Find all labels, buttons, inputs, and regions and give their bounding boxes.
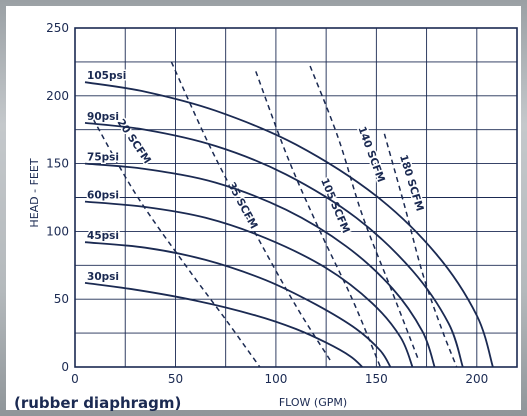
- scfm-label: 140 SCFM: [355, 125, 386, 184]
- y-tick-label: 50: [54, 292, 69, 306]
- scfm-line: [383, 133, 458, 368]
- x-axis-title: FLOW (GPM): [279, 396, 347, 409]
- psi-label: 105psi: [87, 70, 126, 82]
- y-tick-label: 0: [61, 360, 69, 374]
- scfm-label: 180 SCFM: [397, 153, 426, 212]
- y-tick-label: 200: [46, 89, 69, 103]
- chart-caption: (rubber diaphragm): [14, 394, 182, 412]
- scfm-line: [309, 65, 420, 361]
- psi-label: 60psi: [87, 190, 119, 202]
- scfm-line: [92, 118, 261, 368]
- psi-curve: [84, 81, 494, 368]
- psi-curve: [84, 241, 392, 368]
- x-tick-label: 50: [168, 372, 183, 386]
- x-tick-label: 0: [71, 372, 79, 386]
- psi-curve: [84, 282, 363, 368]
- chart-panel: [6, 6, 521, 410]
- psi-label: 75psi: [87, 152, 119, 164]
- psi-curve: [84, 162, 436, 368]
- psi-curve: [84, 122, 464, 368]
- x-tick-label: 200: [465, 372, 488, 386]
- scfm-line: [255, 71, 382, 368]
- x-tick-label: 100: [264, 372, 287, 386]
- plot-frame: [74, 27, 518, 368]
- scfm-label: 105 SCFM: [318, 177, 352, 236]
- scfm-label: 20 SCFM: [115, 117, 154, 166]
- y-tick-label: 150: [46, 157, 69, 171]
- psi-label: 45psi: [87, 230, 119, 242]
- y-tick-label: 250: [46, 21, 69, 35]
- y-axis-title: HEAD - FEET: [28, 158, 41, 227]
- psi-curve: [84, 200, 414, 368]
- psi-label: 90psi: [87, 111, 119, 123]
- y-tick-label: 100: [46, 224, 69, 238]
- psi-label: 30psi: [87, 271, 119, 283]
- x-tick-label: 150: [365, 372, 388, 386]
